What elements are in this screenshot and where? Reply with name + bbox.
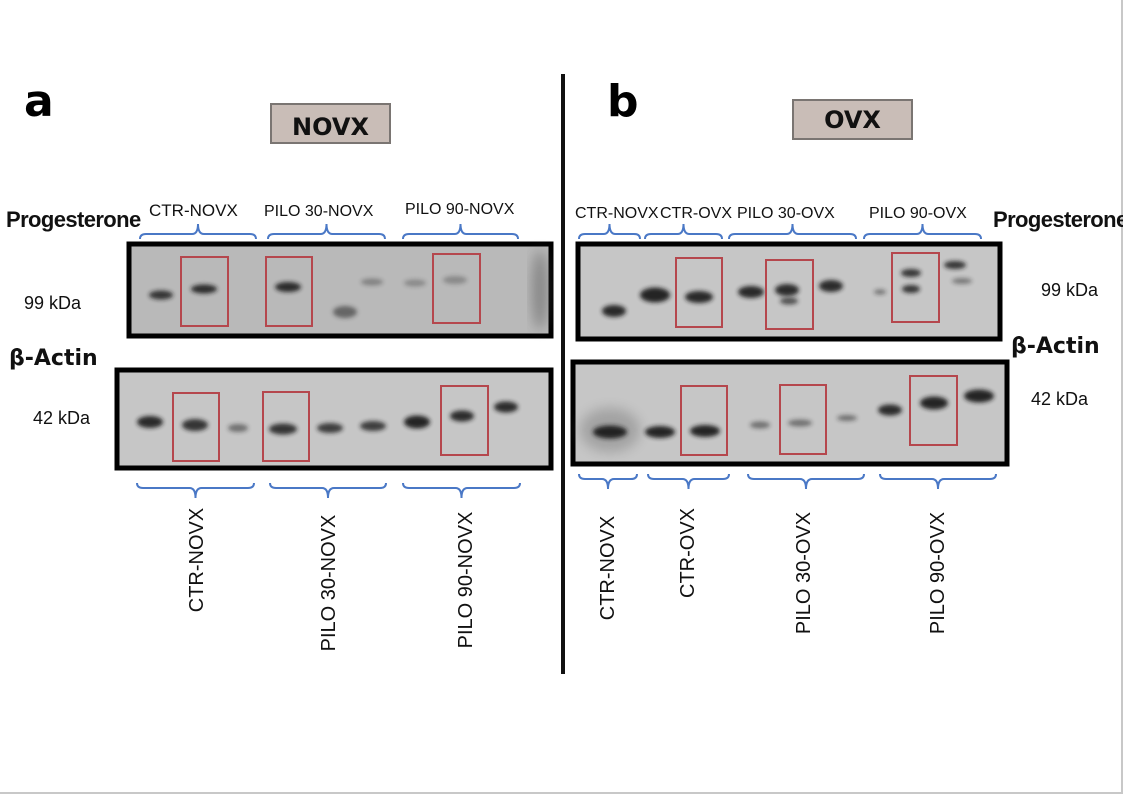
antibody-label-a: Progesterone (6, 207, 141, 232)
blot-band (149, 290, 173, 300)
blot-band (645, 426, 675, 438)
antibody-label-b: Progesterone (993, 207, 1123, 232)
blot-band (137, 416, 163, 428)
figure-bottom-edge (0, 792, 1123, 794)
actin-kda-a: 42 kDa (33, 408, 91, 428)
top-group-label-b-2: CTR-OVX (660, 205, 732, 222)
group-bracket-bottom (879, 473, 997, 490)
blot-band (640, 287, 670, 303)
top-group-label-b-4: PILO 90-OVX (869, 205, 967, 222)
actin-label-a: β-Actin (9, 346, 98, 371)
blot-smudge (333, 306, 357, 318)
condition-label-a: NOVX (270, 103, 391, 144)
highlight-box (765, 259, 814, 330)
group-bracket-top (578, 223, 641, 240)
blot-band (920, 396, 948, 410)
top-group-label-b-1: CTR-NOVX (575, 205, 659, 222)
highlight-box (440, 385, 489, 456)
blot-band (780, 297, 798, 305)
blot-band (360, 421, 386, 431)
blot-band (944, 261, 966, 269)
highlight-box (432, 253, 481, 324)
actin-label-b: β-Actin (1011, 334, 1100, 359)
blot-band (690, 425, 720, 437)
highlight-box (675, 257, 723, 328)
panel-divider (561, 74, 565, 674)
highlight-box (680, 385, 728, 456)
blot-band (191, 284, 217, 294)
blot-edge-shadow (532, 250, 548, 330)
figure-right-edge (1121, 0, 1123, 794)
blot-band (593, 425, 627, 439)
blot-band (317, 423, 343, 433)
highlight-box (172, 392, 220, 462)
top-group-label-a-3: PILO 90-NOVX (405, 201, 515, 218)
blot-band (901, 269, 921, 277)
blot-band (775, 284, 799, 296)
group-bracket-top (644, 223, 723, 240)
highlight-box (891, 252, 940, 323)
top-group-label-a-1: CTR-NOVX (149, 201, 238, 220)
bottom-group-label-b-1: CTR-NOVX (597, 515, 619, 621)
highlight-box (262, 391, 310, 462)
group-bracket-bottom (402, 482, 521, 499)
group-bracket-top (402, 223, 519, 240)
antibody-kda-a: 99 kDa (24, 293, 82, 313)
group-bracket-top (863, 223, 982, 240)
blot-band (450, 410, 474, 422)
blot-band (361, 278, 383, 286)
blot-band (182, 419, 208, 431)
bottom-group-label-b-4: PILO 90-OVX (927, 511, 949, 635)
blot-band (269, 423, 297, 435)
blot-band (404, 415, 430, 429)
blot-band (874, 289, 886, 295)
highlight-box (909, 375, 958, 446)
group-bracket-bottom (578, 473, 638, 490)
blot-b-actin (570, 359, 1010, 467)
bottom-group-label-b-3: PILO 30-OVX (793, 511, 815, 635)
blot-band (443, 276, 467, 284)
highlight-box (779, 384, 827, 455)
panel-letter-b: b (607, 76, 639, 127)
group-bracket-bottom (647, 473, 730, 490)
blot-band (819, 280, 843, 292)
group-bracket-bottom (136, 482, 255, 499)
bottom-group-label-a-2: PILO 30-NOVX (318, 514, 340, 652)
top-group-label-b-3: PILO 30-OVX (737, 205, 835, 222)
highlight-box (265, 256, 313, 327)
blot-band (602, 305, 626, 317)
blot-band (750, 421, 770, 429)
group-bracket-top (267, 223, 386, 240)
blot-band (685, 291, 713, 303)
blot-band (275, 282, 301, 292)
group-bracket-top (139, 223, 257, 240)
blot-band (494, 401, 518, 413)
highlight-box (180, 256, 229, 327)
blot-band (964, 389, 994, 403)
blot-band (878, 404, 902, 416)
bottom-group-label-a-1: CTR-NOVX (186, 507, 208, 613)
bottom-group-label-b-2: CTR-OVX (677, 508, 699, 598)
antibody-kda-b: 99 kDa (1041, 280, 1099, 300)
group-bracket-top (728, 223, 857, 240)
bottom-group-label-a-3: PILO 90-NOVX (455, 511, 477, 649)
blot-a-actin (114, 367, 554, 471)
blot-band (902, 285, 920, 293)
blot-band (738, 286, 764, 298)
panel-letter-a: a (24, 76, 54, 127)
condition-label-b: OVX (792, 99, 913, 140)
blot-band (228, 424, 248, 432)
group-bracket-bottom (269, 482, 387, 499)
top-group-label-a-2: PILO 30-NOVX (264, 203, 374, 220)
group-bracket-bottom (747, 473, 865, 490)
blot-band (404, 279, 426, 287)
blot-band (788, 419, 812, 427)
actin-kda-b: 42 kDa (1031, 389, 1089, 409)
blot-band (952, 278, 972, 284)
blot-band (837, 415, 857, 421)
